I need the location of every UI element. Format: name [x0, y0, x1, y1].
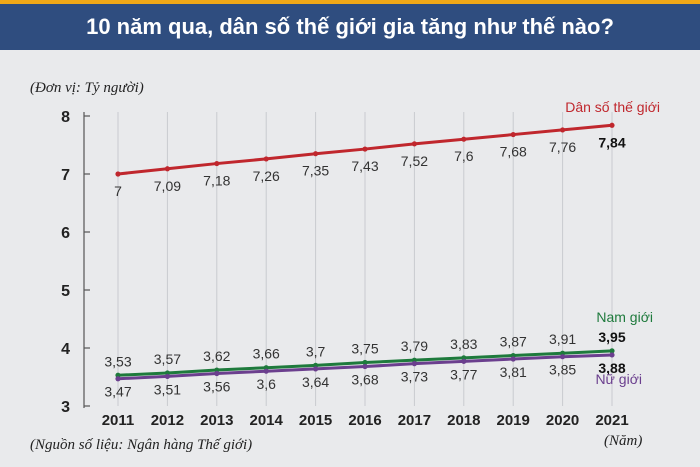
data-point: [560, 354, 566, 360]
data-label: 3,56: [203, 379, 230, 395]
data-label: 3,64: [302, 374, 329, 390]
data-label: 3,75: [351, 341, 378, 357]
chart-title: 10 năm qua, dân số thế giới gia tăng như…: [86, 14, 614, 39]
x-tick-label: 2016: [348, 412, 381, 429]
data-label: 3,95: [598, 329, 625, 345]
data-point: [214, 370, 220, 377]
legend-label: Nữ giới: [595, 371, 642, 387]
chart-title-banner: 10 năm qua, dân số thế giới gia tăng như…: [0, 4, 700, 50]
data-label: 3,68: [351, 372, 378, 388]
data-point: [609, 348, 615, 354]
x-tick-label: 2014: [250, 412, 284, 429]
data-label: 3,62: [203, 348, 230, 364]
data-label: 3,83: [450, 336, 477, 352]
data-point: [461, 358, 467, 364]
data-label: 3,91: [549, 331, 576, 347]
data-point: [313, 151, 319, 157]
data-label: 7,35: [302, 163, 329, 179]
data-label: 3,47: [104, 384, 131, 400]
data-point: [115, 171, 121, 177]
data-label: 7,6: [454, 148, 474, 164]
x-tick-label: 2020: [546, 412, 579, 429]
data-label: 3,7: [306, 343, 326, 359]
data-point: [609, 122, 615, 128]
x-tick-label: 2019: [497, 412, 530, 429]
data-point: [263, 368, 269, 374]
data-label: 3,73: [401, 369, 428, 385]
data-point: [362, 359, 368, 366]
y-tick-label: 5: [61, 283, 70, 300]
data-point: [510, 356, 516, 362]
x-tick-label: 2012: [151, 412, 184, 429]
data-point: [164, 373, 170, 380]
x-tick-label: 2018: [447, 412, 480, 429]
data-label: 7,26: [253, 168, 280, 184]
data-label: 7,09: [154, 178, 181, 194]
data-label: 3,57: [154, 351, 181, 367]
line-chart: 3 4 5 6 7 8 2011 2012 2013 2014 2015 2016 2017 2018 20…: [61, 99, 660, 429]
data-label: 7,18: [203, 173, 230, 189]
chart-area: 3 4 5 6 7 8 2011 2012 2013 2014 2015 2016 2017 2018 20…: [0, 50, 700, 467]
accent-top-line: [0, 0, 700, 4]
data-point: [609, 352, 615, 358]
data-point: [411, 361, 417, 367]
data-point: [164, 166, 170, 172]
data-label: 7,68: [500, 144, 527, 160]
data-point: [263, 156, 269, 162]
data-point: [362, 363, 368, 370]
data-label: 3,85: [549, 362, 576, 378]
x-unit-label: (Năm): [604, 433, 643, 449]
y-tick-label: 6: [61, 225, 70, 242]
data-label: 3,77: [450, 366, 477, 382]
source-label: (Nguồn số liệu: Ngân hàng Thế giới): [30, 437, 253, 453]
data-label: 3,81: [500, 364, 527, 380]
data-label: 3,53: [104, 353, 131, 369]
y-tick-label: 3: [61, 399, 70, 416]
unit-label: (Đơn vị: Tỷ người): [30, 80, 144, 96]
data-point: [560, 127, 566, 133]
data-label: 3,88: [598, 360, 625, 376]
y-tick-label: 8: [61, 109, 70, 126]
data-label: 3,79: [401, 338, 428, 354]
data-label: 7: [114, 183, 122, 199]
data-point: [362, 146, 368, 152]
y-tick-label: 4: [61, 341, 70, 358]
x-tick-label: 2013: [200, 412, 233, 429]
x-tick-label: 2015: [299, 412, 332, 429]
data-label: 3,66: [253, 346, 280, 362]
data-point: [313, 366, 319, 372]
data-point: [461, 136, 467, 142]
data-label: 7,52: [401, 153, 428, 169]
data-label: 7,84: [598, 134, 625, 150]
x-tick-label: 2011: [102, 412, 135, 429]
data-point: [214, 160, 220, 167]
y-tick-label: 7: [61, 167, 70, 184]
data-label: 3,51: [154, 381, 181, 397]
data-label: 7,43: [351, 158, 378, 174]
data-point: [115, 376, 121, 382]
data-point: [510, 131, 516, 138]
x-tick-label: 2021: [595, 412, 628, 429]
data-label: 3,87: [500, 334, 527, 350]
x-tick-label: 2017: [398, 412, 431, 429]
legend-label: Dân số thế giới: [565, 99, 660, 115]
data-label: 3,6: [256, 376, 276, 392]
data-point: [411, 141, 417, 147]
legend-label: Nam giới: [596, 309, 653, 325]
data-label: 7,76: [549, 139, 576, 155]
